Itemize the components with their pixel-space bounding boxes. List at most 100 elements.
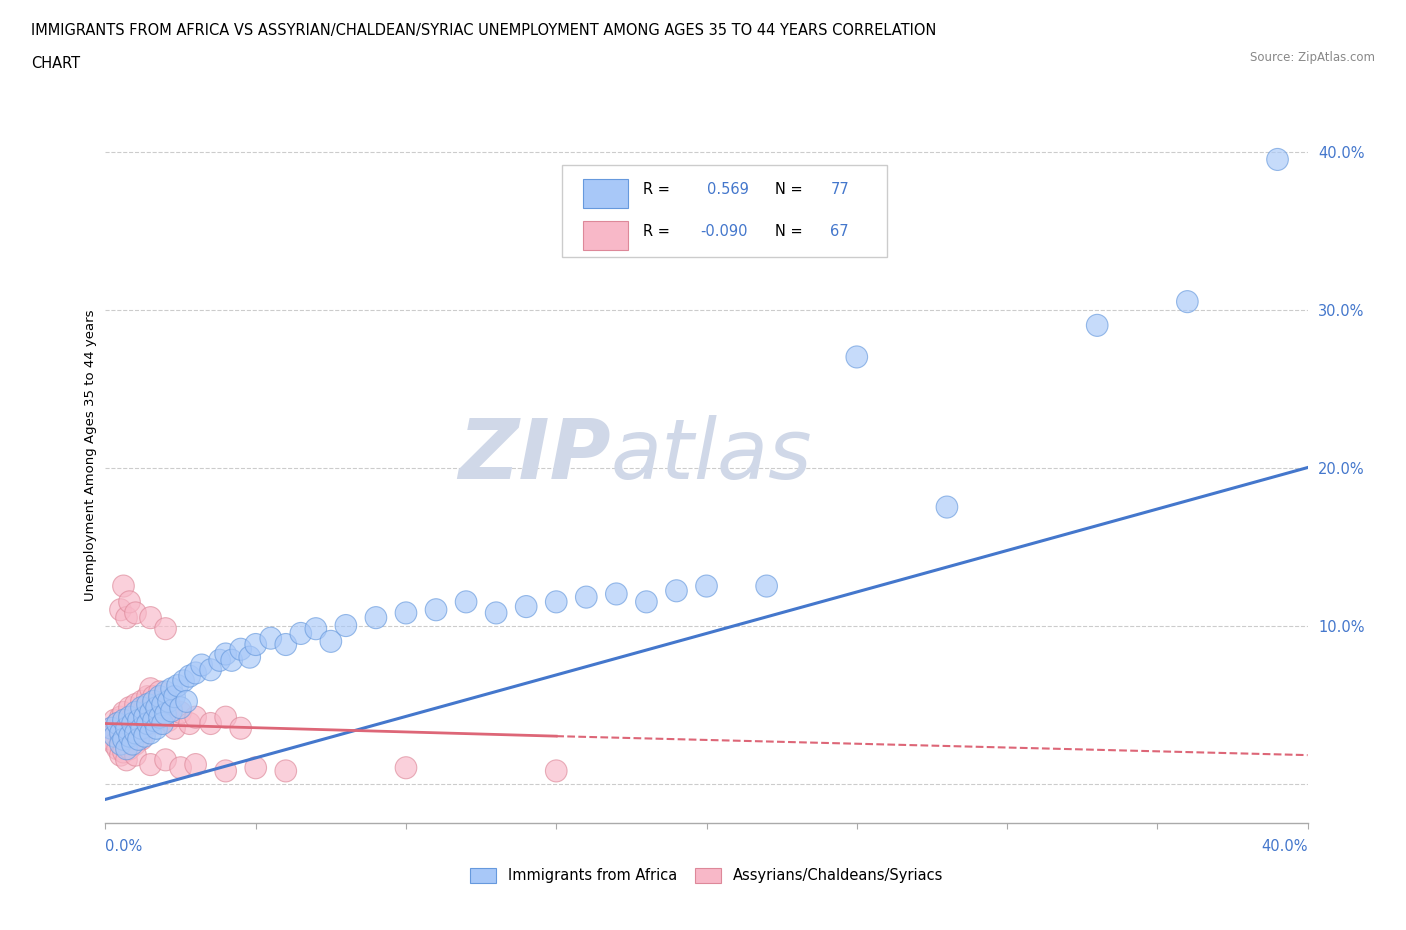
Ellipse shape	[163, 717, 186, 739]
FancyBboxPatch shape	[582, 220, 628, 250]
Ellipse shape	[191, 654, 212, 676]
Ellipse shape	[115, 606, 138, 629]
Ellipse shape	[366, 606, 387, 629]
Ellipse shape	[104, 725, 125, 747]
Ellipse shape	[290, 622, 312, 644]
Ellipse shape	[134, 717, 155, 739]
Ellipse shape	[134, 725, 155, 747]
Text: 40.0%: 40.0%	[1261, 839, 1308, 854]
Ellipse shape	[1177, 291, 1198, 312]
Ellipse shape	[136, 712, 159, 735]
Ellipse shape	[149, 681, 170, 703]
Ellipse shape	[143, 690, 165, 712]
Ellipse shape	[131, 697, 152, 719]
Ellipse shape	[125, 602, 146, 624]
Ellipse shape	[125, 712, 146, 735]
Ellipse shape	[636, 591, 657, 613]
Text: -0.090: -0.090	[700, 224, 748, 239]
Ellipse shape	[110, 744, 131, 766]
Ellipse shape	[215, 760, 236, 782]
Ellipse shape	[157, 710, 180, 731]
Ellipse shape	[107, 712, 128, 735]
Text: CHART: CHART	[31, 56, 80, 71]
Ellipse shape	[125, 722, 146, 744]
Text: 77: 77	[831, 182, 849, 197]
Ellipse shape	[155, 690, 176, 712]
Ellipse shape	[139, 697, 162, 719]
Ellipse shape	[335, 615, 357, 636]
Ellipse shape	[456, 591, 477, 613]
Ellipse shape	[425, 599, 447, 620]
Ellipse shape	[118, 725, 141, 747]
Ellipse shape	[321, 631, 342, 652]
Text: 0.569: 0.569	[707, 182, 748, 197]
Ellipse shape	[112, 575, 135, 597]
Ellipse shape	[173, 670, 194, 692]
Ellipse shape	[131, 710, 152, 731]
Ellipse shape	[149, 712, 170, 735]
Ellipse shape	[170, 757, 191, 778]
Ellipse shape	[152, 694, 173, 715]
Ellipse shape	[170, 701, 191, 724]
Text: 0.0%: 0.0%	[105, 839, 142, 854]
Ellipse shape	[115, 728, 138, 751]
Ellipse shape	[696, 575, 717, 597]
Ellipse shape	[184, 706, 207, 728]
Ellipse shape	[101, 717, 122, 739]
Ellipse shape	[152, 712, 173, 735]
Ellipse shape	[143, 710, 165, 731]
Ellipse shape	[139, 722, 162, 744]
Text: 67: 67	[831, 224, 849, 239]
Ellipse shape	[107, 712, 128, 735]
Ellipse shape	[146, 717, 167, 739]
Ellipse shape	[134, 706, 155, 728]
Ellipse shape	[756, 575, 778, 597]
Ellipse shape	[155, 618, 176, 640]
Ellipse shape	[179, 665, 201, 687]
Ellipse shape	[1267, 149, 1288, 170]
Ellipse shape	[936, 496, 957, 518]
Ellipse shape	[122, 712, 143, 735]
Ellipse shape	[118, 697, 141, 719]
Ellipse shape	[160, 678, 183, 699]
Ellipse shape	[239, 646, 260, 668]
Ellipse shape	[131, 717, 152, 739]
Ellipse shape	[128, 710, 149, 731]
Ellipse shape	[143, 685, 165, 708]
Ellipse shape	[139, 678, 162, 699]
Ellipse shape	[112, 741, 135, 763]
Text: N =: N =	[775, 182, 803, 197]
Ellipse shape	[146, 697, 167, 719]
Ellipse shape	[118, 591, 141, 613]
Ellipse shape	[229, 717, 252, 739]
Ellipse shape	[122, 706, 143, 728]
Ellipse shape	[170, 697, 191, 719]
Ellipse shape	[146, 694, 167, 715]
Ellipse shape	[155, 703, 176, 725]
Ellipse shape	[1087, 314, 1108, 337]
Ellipse shape	[110, 599, 131, 620]
Ellipse shape	[136, 694, 159, 715]
Ellipse shape	[215, 706, 236, 728]
Ellipse shape	[131, 728, 152, 751]
Ellipse shape	[122, 733, 143, 755]
Ellipse shape	[200, 658, 222, 681]
Ellipse shape	[104, 710, 125, 731]
FancyBboxPatch shape	[562, 166, 887, 258]
Ellipse shape	[107, 737, 128, 760]
Ellipse shape	[276, 760, 297, 782]
Text: atlas: atlas	[610, 415, 813, 497]
Legend: Immigrants from Africa, Assyrians/Chaldeans/Syriacs: Immigrants from Africa, Assyrians/Chalde…	[464, 862, 949, 889]
Ellipse shape	[846, 346, 868, 368]
Ellipse shape	[305, 618, 326, 640]
Ellipse shape	[155, 749, 176, 771]
Ellipse shape	[110, 706, 131, 728]
Ellipse shape	[395, 757, 416, 778]
Ellipse shape	[260, 627, 281, 649]
Ellipse shape	[184, 753, 207, 776]
Text: ZIP: ZIP	[458, 415, 610, 497]
Ellipse shape	[128, 701, 149, 724]
Ellipse shape	[122, 725, 143, 747]
Ellipse shape	[115, 710, 138, 731]
Ellipse shape	[395, 602, 416, 624]
